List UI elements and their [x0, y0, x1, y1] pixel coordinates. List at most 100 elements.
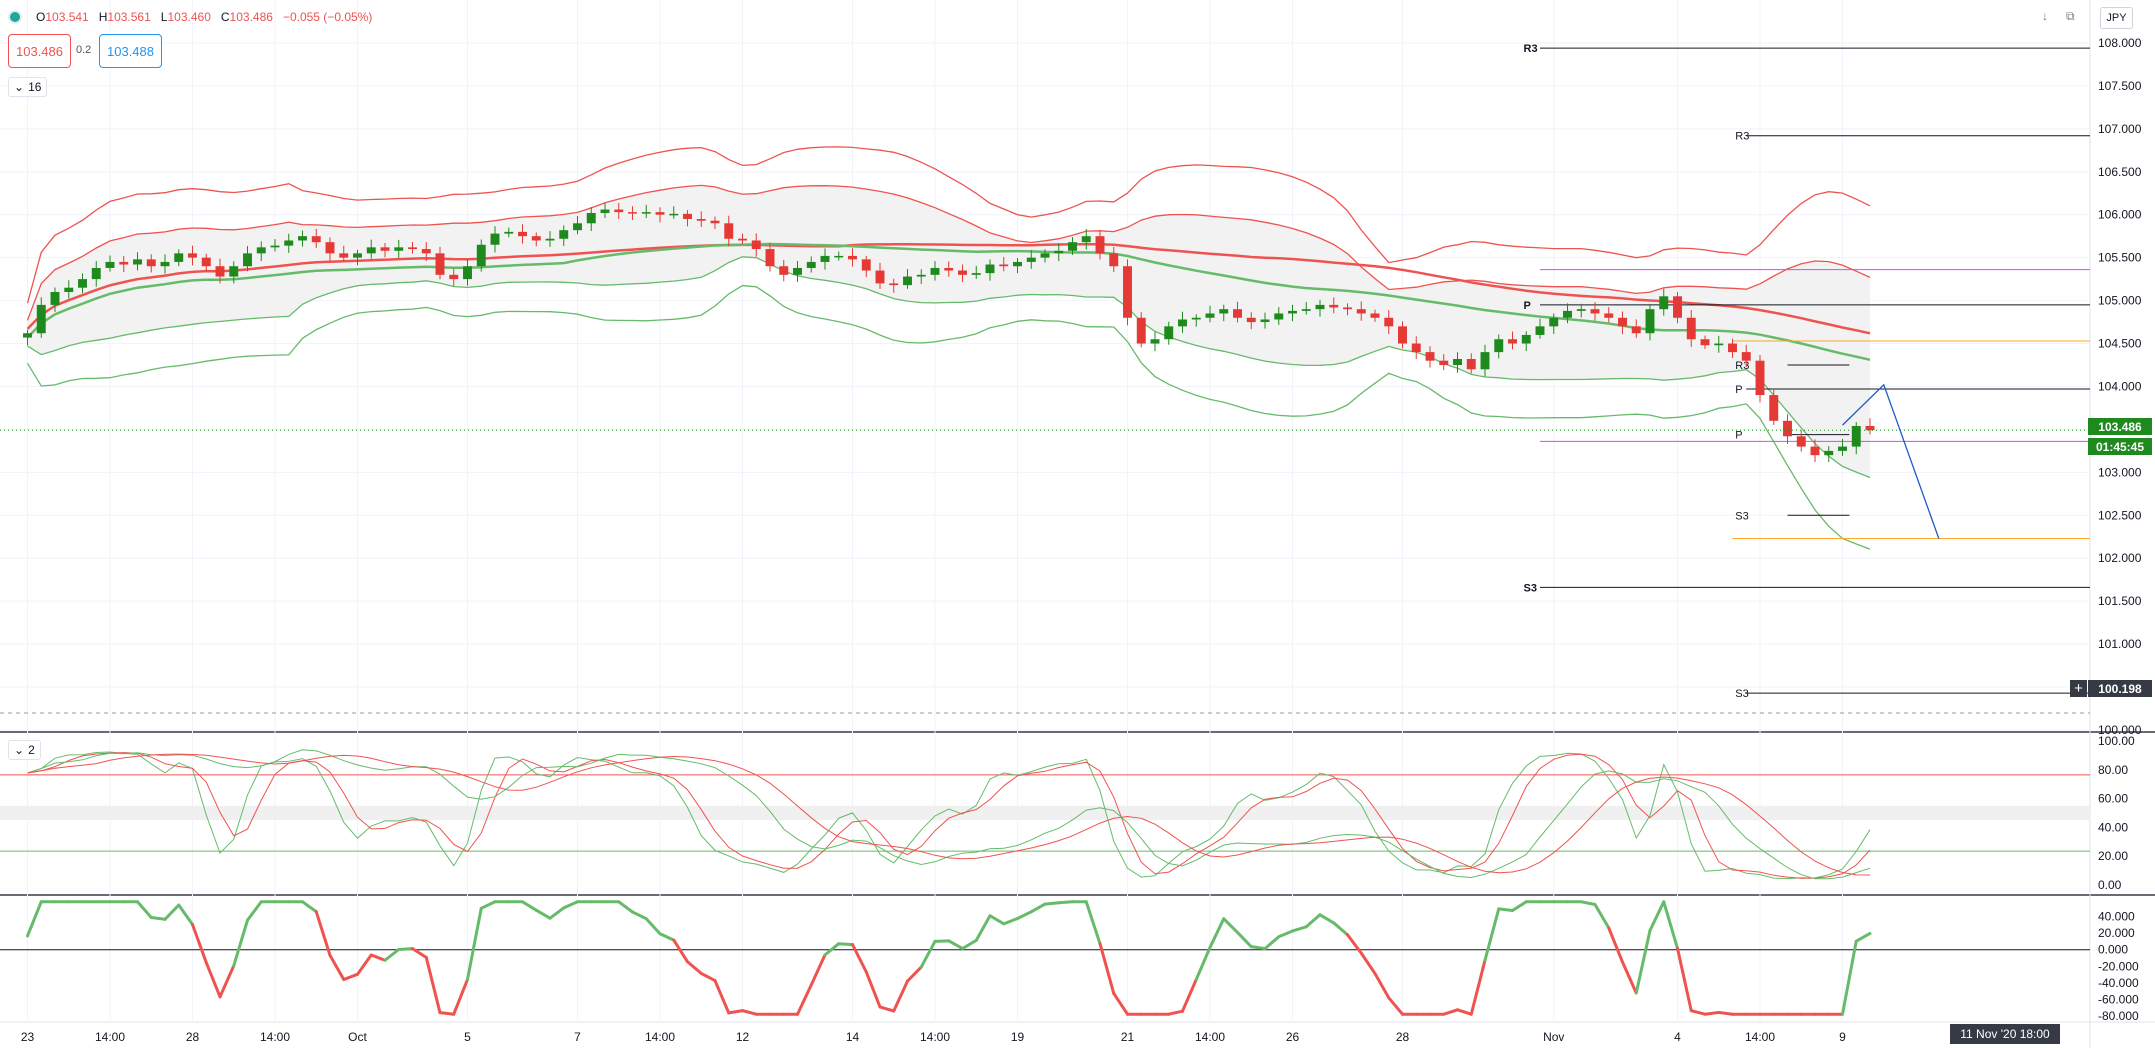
candle-body — [1398, 326, 1407, 344]
candle-body — [971, 273, 981, 275]
pivot-weekly-s3-label: S3 — [1735, 688, 1748, 700]
candle-body — [1728, 343, 1737, 353]
oscillator-segment — [1043, 901, 1061, 906]
oscillator-segment — [136, 900, 153, 919]
time-tick-label: 9 — [1839, 1030, 1846, 1044]
oscillator-segment — [397, 947, 414, 952]
candle-body — [1466, 358, 1476, 370]
oscillator-segment — [1167, 1009, 1184, 1016]
candle-body — [1109, 253, 1119, 267]
screenshot-icon[interactable]: ⧉ — [2066, 9, 2075, 23]
candle-body — [696, 219, 706, 221]
buy-button[interactable]: 103.488 — [99, 34, 162, 68]
candle-body — [1453, 358, 1462, 365]
candle-body — [1755, 360, 1765, 396]
candle-body — [394, 247, 404, 251]
oscillator-segment — [438, 1011, 456, 1016]
bb-outer-upper-line — [26, 146, 1871, 304]
candle-body — [944, 267, 954, 271]
main-indicators-toggle[interactable]: ⌄ 16 — [8, 77, 48, 97]
oscillator-segment — [177, 903, 194, 927]
candle-body — [1301, 309, 1311, 311]
candle-body — [848, 255, 857, 260]
ohlc-low-label: L103.460 — [160, 10, 211, 24]
oscillator-segment — [851, 943, 868, 974]
candle-body — [1769, 395, 1779, 421]
candle-body — [903, 276, 912, 286]
oscillator-segment — [988, 914, 1006, 926]
candle-body — [1288, 310, 1297, 314]
candle-body — [545, 238, 555, 241]
candle-body — [133, 259, 142, 265]
currency-label[interactable]: JPY — [2100, 7, 2133, 29]
price-tick-label: 101.500 — [2098, 594, 2142, 608]
add-alert-icon[interactable]: + — [2070, 680, 2087, 697]
candle-body — [64, 287, 74, 292]
oscillator-segment — [548, 906, 566, 920]
oscillator-segment — [383, 948, 401, 962]
candle-body — [793, 267, 802, 275]
oscillator-segment — [1469, 958, 1487, 1016]
candle-body — [1054, 250, 1064, 254]
candle-body — [1178, 319, 1187, 327]
oscillator-segment — [1689, 1009, 1707, 1016]
oscillator-segment — [658, 932, 676, 942]
time-tick-label: 28 — [186, 1030, 200, 1044]
candle-body — [91, 267, 101, 280]
oscillator-segment — [232, 918, 249, 968]
time-tick-label: Oct — [348, 1030, 367, 1044]
pivot-monthly-r3-label: R3 — [1524, 43, 1538, 55]
oscillator-tick-label: -80.000 — [2098, 1009, 2139, 1023]
oscillator-segment — [191, 923, 208, 965]
oscillator-segment — [342, 972, 359, 982]
oscillator-segment — [1497, 907, 1514, 912]
oscillator-segment — [1593, 902, 1611, 930]
oscillator-segment — [1332, 921, 1349, 937]
candle-body — [861, 259, 871, 271]
forecast-path — [1842, 383, 1940, 539]
oscillator-segment — [727, 1009, 744, 1015]
bb-outer-lower-line — [26, 284, 1871, 550]
time-tick-label: 19 — [1011, 1030, 1025, 1044]
candle-body — [1013, 261, 1022, 267]
oscillator-segment — [246, 900, 263, 922]
candle-body — [1631, 326, 1641, 334]
price-tick-label: 104.500 — [2098, 337, 2142, 351]
candle-body — [1576, 309, 1586, 311]
candle-body — [531, 236, 541, 241]
candle-body — [1851, 425, 1861, 447]
stoch-tick-label: 0.00 — [2098, 878, 2122, 892]
oscillator-segment — [1112, 991, 1129, 1016]
oscillator-segment — [617, 900, 634, 914]
oscillator-segment — [1456, 1008, 1473, 1016]
time-tick-label: 14:00 — [1745, 1030, 1775, 1044]
oscillator-segment — [631, 910, 648, 921]
oscillator-segment — [1387, 996, 1404, 1016]
sell-button[interactable]: 103.486 — [8, 34, 71, 68]
candle-body — [105, 261, 115, 268]
candle-body — [490, 233, 500, 245]
stoch-indicators-toggle[interactable]: ⌄ 2 — [8, 740, 41, 760]
scroll-down-icon[interactable]: ↓ — [2042, 9, 2048, 23]
oscillator-segment — [1277, 929, 1294, 939]
candle-body — [1370, 313, 1380, 318]
oscillator-segment — [1029, 902, 1047, 914]
bar-countdown-badge: 01:45:45 — [2088, 438, 2152, 455]
candle-body — [23, 333, 32, 338]
candle-body — [518, 231, 527, 237]
candle-body — [1205, 313, 1215, 318]
oscillator-tick-label: -40.000 — [2098, 976, 2139, 990]
oscillator-segment — [1442, 1008, 1459, 1016]
candle-body — [655, 212, 665, 215]
candle-body — [1549, 317, 1559, 327]
candle-body — [229, 266, 239, 277]
candle-body — [1645, 309, 1655, 334]
candle-body — [586, 212, 596, 224]
oscillator-segment — [218, 964, 236, 999]
candle-body — [325, 242, 335, 254]
candle-body — [1865, 425, 1875, 431]
price-tick-label: 102.000 — [2098, 551, 2142, 565]
candle-body — [820, 255, 830, 262]
oscillator-segment — [837, 942, 854, 947]
